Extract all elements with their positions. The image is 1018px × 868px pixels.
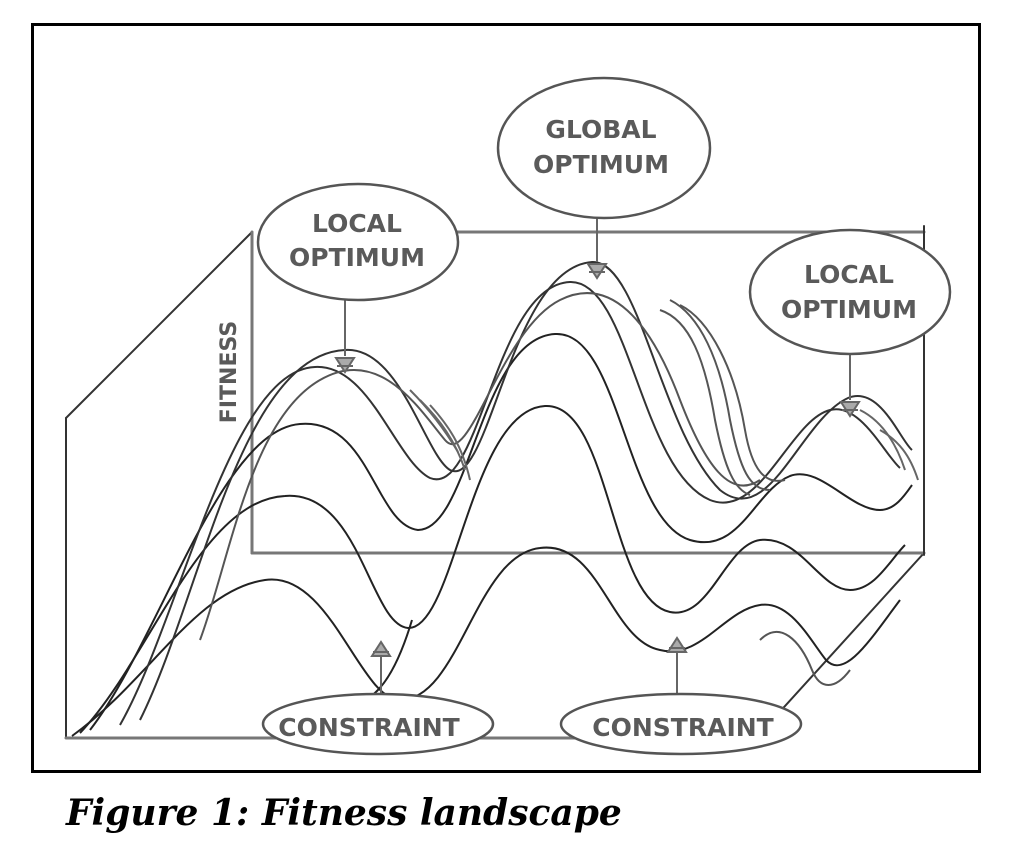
constraint-right-ellipse	[559, 692, 803, 756]
surface-curve	[879, 429, 919, 481]
local-optimum-left-ellipse	[256, 182, 460, 302]
surface-curve	[139, 260, 913, 721]
global-optimum-line-2: OPTIMUM	[533, 150, 669, 179]
label-ellipses	[256, 76, 952, 756]
surface-curve	[71, 546, 901, 737]
global-optimum-line-1: GLOBAL	[545, 115, 656, 144]
surface-curve	[79, 404, 906, 734]
global-optimum-ellipse	[496, 76, 712, 220]
surface-curve	[759, 630, 851, 686]
surface-curve	[409, 389, 459, 453]
figure-caption: Figure 1: Fitness landscape	[66, 792, 622, 834]
surface-curve	[659, 309, 751, 496]
surface-curve	[679, 304, 786, 482]
local-optimum-right-line-1: LOCAL	[804, 260, 894, 289]
constraint-left-label: CONSTRAINT	[278, 713, 459, 742]
label-text: LOCAL OPTIMUM GLOBAL OPTIMUM LOCAL OPTIM…	[217, 115, 917, 742]
surface-curve	[364, 619, 413, 701]
pointers	[334, 218, 861, 700]
local-optimum-right-ellipse	[748, 228, 952, 356]
local-optimum-left-line-1: LOCAL	[312, 209, 402, 238]
local-optimum-right-line-2: OPTIMUM	[781, 295, 917, 324]
surface-curve	[669, 299, 771, 491]
constraint-left-ellipse	[261, 692, 495, 756]
surface-curve	[859, 409, 906, 471]
local-optimum-left-line-2: OPTIMUM	[289, 243, 425, 272]
fitness-axis-label: FITNESS	[217, 321, 242, 423]
surface-curve	[89, 332, 913, 731]
surface-curve	[199, 292, 761, 641]
surface-curve	[119, 280, 901, 726]
surface-curve	[419, 399, 466, 471]
surface-curve	[429, 404, 471, 481]
fitness-surface	[71, 260, 919, 737]
constraint-right-label: CONSTRAINT	[592, 713, 773, 742]
